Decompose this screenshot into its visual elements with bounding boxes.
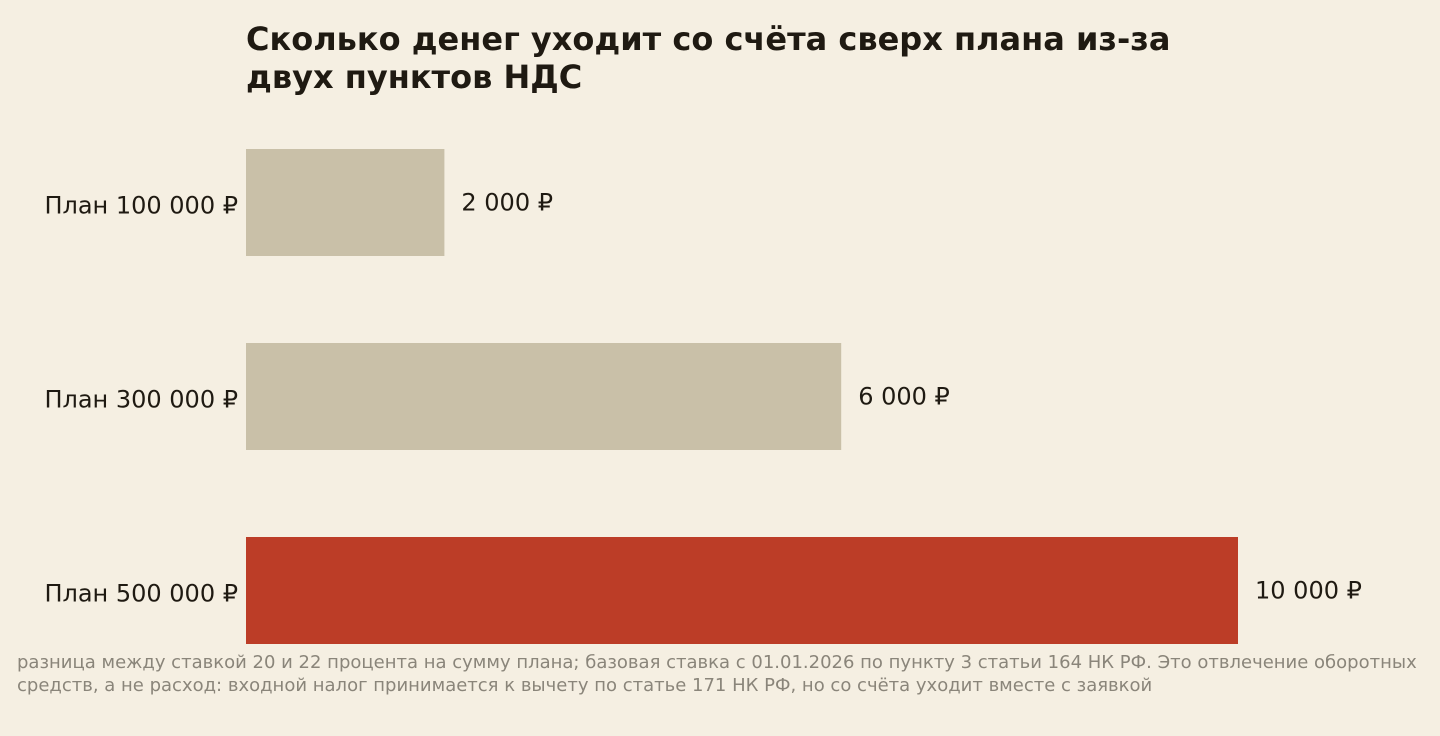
chart-footnote: разница между ставкой 20 и 22 процента н… bbox=[17, 652, 1417, 696]
bar-2 bbox=[246, 343, 842, 450]
category-label-1: План 100 000 ₽ bbox=[44, 192, 238, 220]
value-label-2: 6 000 ₽ bbox=[858, 383, 950, 411]
category-label-2: План 300 000 ₽ bbox=[44, 386, 238, 414]
bar-1 bbox=[246, 149, 445, 256]
chart-title: Сколько денег уходит со счёта сверх план… bbox=[246, 20, 1171, 96]
value-label-3: 10 000 ₽ bbox=[1255, 577, 1362, 605]
bar-3 bbox=[246, 537, 1238, 644]
category-label-3: План 500 000 ₽ bbox=[44, 580, 238, 608]
value-label-1: 2 000 ₽ bbox=[461, 189, 553, 217]
